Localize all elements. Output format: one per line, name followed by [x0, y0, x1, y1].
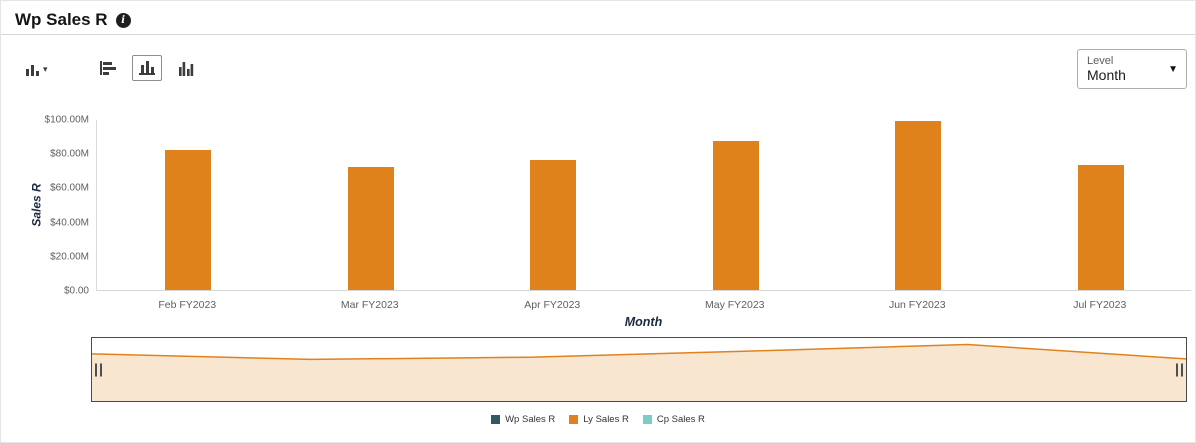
header: Wp Sales R i [15, 7, 131, 33]
info-icon[interactable]: i [115, 12, 131, 28]
y-axis-tick-label: $100.00M [44, 114, 89, 126]
legend-label: Cp Sales R [656, 414, 705, 425]
level-dropdown[interactable]: Level Month ▼ [1077, 49, 1187, 89]
bar-chart-plot-area [96, 120, 1191, 291]
y-axis-tick-label: $60.00M [50, 182, 89, 194]
stacked-bar-chart-button[interactable] [171, 55, 201, 81]
x-axis: Feb FY2023 Mar FY2023 Apr FY2023 May FY2023… [96, 299, 1191, 313]
bar-chart-icon [25, 62, 40, 77]
x-axis-tick-label: Mar FY2023 [340, 299, 399, 311]
overview-area-chart [92, 343, 1186, 401]
chevron-down-icon: ▾ [43, 64, 48, 74]
x-axis-tick-label: Apr FY2023 [524, 299, 581, 311]
level-dropdown-value: Month [1087, 67, 1126, 84]
toolbar: ▾ Level Month ▼ [1, 45, 1195, 91]
x-axis-tick-label: Feb FY2023 [158, 299, 217, 311]
page-title: Wp Sales R [15, 10, 108, 29]
horizontal-bar-chart-button[interactable] [93, 55, 123, 81]
level-dropdown-label: Level [1087, 54, 1114, 67]
y-axis-tick-label: $20.00M [50, 251, 89, 263]
y-axis: $100.00M $80.00M $60.00M $40.00M $20.00M $0.0… [1, 115, 89, 297]
chevron-down-icon: ▼ [1168, 63, 1178, 75]
chart-type-buttons [93, 55, 201, 81]
header-divider [1, 34, 1195, 35]
stacked-bar-chart-icon [177, 60, 195, 76]
chart-type-selector[interactable]: ▾ [19, 57, 54, 82]
bar-mar-fy2023[interactable] [347, 166, 394, 290]
bar-jun-fy2023[interactable] [895, 120, 942, 290]
bar-jul-fy2023[interactable] [1077, 165, 1124, 290]
x-axis-title: Month [624, 315, 663, 329]
bar-apr-fy2023[interactable] [530, 160, 577, 290]
x-axis-tick-label: Jun FY2023 [888, 299, 946, 311]
overview-scrollbar[interactable] [91, 337, 1187, 402]
y-axis-tick-label: $80.00M [50, 148, 89, 160]
brush-handle-left[interactable] [95, 363, 102, 376]
bar-feb-fy2023[interactable] [165, 149, 212, 290]
legend-label: Wp Sales R [505, 414, 556, 425]
horizontal-bar-chart-icon [99, 60, 117, 76]
vertical-bar-chart-icon [138, 60, 156, 76]
legend-item-wp-sales-r[interactable]: Wp Sales R [491, 414, 555, 425]
x-axis-tick-label: May FY2023 [704, 299, 765, 311]
legend-swatch [642, 415, 652, 424]
legend: Wp Sales R Ly Sales R Cp Sales R [1, 414, 1195, 425]
brush-handle-right[interactable] [1176, 363, 1183, 376]
legend-item-cp-sales-r[interactable]: Cp Sales R [642, 414, 705, 425]
legend-item-ly-sales-r[interactable]: Ly Sales R [569, 414, 629, 425]
vertical-bar-chart-button[interactable] [132, 55, 162, 81]
level-dropdown-text: Level Month [1087, 55, 1168, 84]
bar-may-fy2023[interactable] [712, 141, 759, 290]
y-axis-tick-label: $40.00M [50, 217, 89, 229]
legend-swatch [491, 415, 501, 424]
x-axis-tick-label: Jul FY2023 [1073, 299, 1127, 311]
legend-swatch [569, 415, 579, 424]
y-axis-tick-label: $0.00 [63, 285, 89, 297]
legend-label: Ly Sales R [583, 414, 629, 425]
